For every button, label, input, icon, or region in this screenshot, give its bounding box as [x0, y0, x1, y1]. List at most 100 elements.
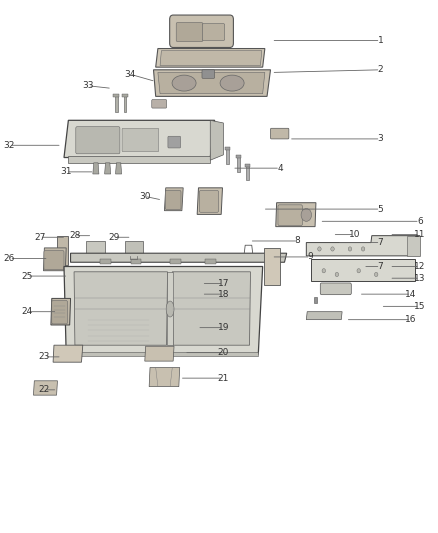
- FancyBboxPatch shape: [202, 23, 225, 41]
- Bar: [122, 94, 128, 98]
- Text: 7: 7: [378, 238, 383, 247]
- Polygon shape: [116, 163, 122, 174]
- Text: 7: 7: [378, 262, 383, 271]
- Circle shape: [335, 272, 339, 277]
- FancyBboxPatch shape: [122, 128, 159, 152]
- Circle shape: [301, 208, 311, 221]
- Polygon shape: [145, 346, 174, 361]
- Text: 4: 4: [277, 164, 283, 173]
- FancyBboxPatch shape: [170, 15, 233, 47]
- Polygon shape: [164, 188, 183, 211]
- FancyBboxPatch shape: [278, 205, 302, 225]
- Polygon shape: [71, 253, 287, 262]
- Polygon shape: [64, 120, 215, 158]
- Text: 34: 34: [124, 70, 135, 78]
- Polygon shape: [311, 259, 416, 281]
- Text: 13: 13: [414, 273, 426, 282]
- Polygon shape: [93, 163, 99, 174]
- Polygon shape: [43, 248, 66, 271]
- Circle shape: [361, 247, 365, 251]
- Polygon shape: [172, 272, 251, 345]
- Ellipse shape: [220, 75, 244, 91]
- Polygon shape: [51, 298, 71, 325]
- Bar: [166, 272, 173, 345]
- Text: 6: 6: [417, 217, 423, 226]
- Text: 15: 15: [414, 302, 426, 311]
- Circle shape: [322, 269, 325, 273]
- Text: 16: 16: [405, 315, 417, 324]
- Text: 28: 28: [69, 231, 81, 240]
- Polygon shape: [158, 72, 265, 94]
- Text: 3: 3: [378, 134, 383, 143]
- FancyBboxPatch shape: [320, 283, 351, 295]
- Bar: [237, 157, 240, 172]
- FancyBboxPatch shape: [176, 22, 203, 42]
- Text: 32: 32: [4, 141, 15, 150]
- Ellipse shape: [166, 301, 174, 317]
- FancyBboxPatch shape: [69, 271, 80, 281]
- Polygon shape: [86, 241, 106, 259]
- Bar: [113, 94, 120, 98]
- Text: 30: 30: [139, 192, 151, 201]
- FancyBboxPatch shape: [165, 190, 181, 209]
- Polygon shape: [153, 70, 271, 96]
- FancyBboxPatch shape: [199, 190, 219, 212]
- Bar: [170, 259, 180, 264]
- Polygon shape: [51, 236, 68, 265]
- Polygon shape: [264, 248, 280, 285]
- Polygon shape: [125, 241, 143, 259]
- Text: 22: 22: [39, 385, 50, 394]
- Text: 33: 33: [82, 81, 94, 90]
- Text: 9: 9: [308, 253, 314, 261]
- FancyBboxPatch shape: [168, 136, 180, 148]
- FancyBboxPatch shape: [271, 128, 289, 139]
- Text: 18: 18: [218, 289, 229, 298]
- Circle shape: [318, 247, 321, 251]
- Polygon shape: [149, 368, 180, 386]
- FancyBboxPatch shape: [152, 100, 166, 108]
- Polygon shape: [53, 345, 83, 362]
- Text: 10: 10: [349, 230, 360, 239]
- Text: 14: 14: [406, 289, 417, 298]
- Text: 26: 26: [4, 254, 15, 263]
- Polygon shape: [276, 203, 316, 227]
- Text: 27: 27: [34, 233, 46, 242]
- Polygon shape: [306, 236, 420, 256]
- Polygon shape: [155, 49, 265, 67]
- Text: 25: 25: [21, 272, 32, 280]
- FancyBboxPatch shape: [76, 127, 120, 154]
- Bar: [225, 148, 230, 150]
- Text: 23: 23: [39, 352, 50, 361]
- FancyBboxPatch shape: [44, 251, 64, 270]
- Bar: [205, 259, 215, 264]
- Text: 11: 11: [414, 230, 426, 239]
- Bar: [236, 156, 241, 158]
- Text: 8: 8: [295, 237, 300, 246]
- Text: 29: 29: [109, 233, 120, 242]
- Text: 31: 31: [60, 167, 72, 176]
- Bar: [131, 259, 141, 264]
- Circle shape: [374, 272, 378, 277]
- Text: 24: 24: [21, 307, 32, 316]
- Text: 19: 19: [218, 323, 229, 332]
- Polygon shape: [66, 352, 258, 356]
- Text: 20: 20: [218, 348, 229, 357]
- Text: 12: 12: [414, 262, 426, 271]
- Bar: [246, 165, 249, 180]
- Text: 5: 5: [378, 205, 383, 214]
- Bar: [115, 94, 118, 112]
- Polygon shape: [306, 312, 342, 320]
- Polygon shape: [68, 156, 210, 163]
- Polygon shape: [33, 381, 57, 395]
- Circle shape: [357, 269, 360, 273]
- Text: 2: 2: [378, 66, 383, 74]
- Circle shape: [348, 247, 352, 251]
- Text: 1: 1: [378, 36, 383, 45]
- Polygon shape: [314, 297, 317, 303]
- FancyBboxPatch shape: [202, 70, 215, 78]
- Polygon shape: [160, 51, 262, 66]
- Polygon shape: [210, 120, 223, 160]
- Polygon shape: [74, 272, 167, 345]
- Bar: [226, 149, 230, 164]
- Polygon shape: [407, 236, 420, 256]
